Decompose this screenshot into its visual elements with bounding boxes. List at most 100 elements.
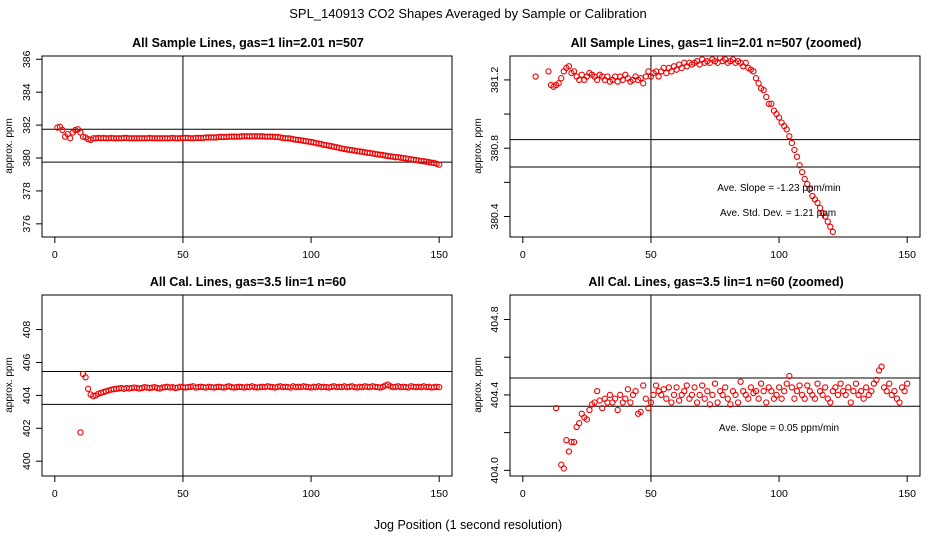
y-tick-label: 386: [21, 50, 33, 68]
y-tick-label: 380: [21, 149, 33, 167]
x-tick-label: 50: [645, 249, 657, 261]
data-point: [896, 399, 903, 406]
data-point: [763, 93, 770, 101]
data-point: [786, 372, 793, 380]
y-tick-label: 404.8: [489, 306, 501, 332]
data-point: [691, 384, 698, 391]
data-point: [436, 161, 443, 168]
reference-lines: [42, 56, 452, 237]
data-point: [760, 388, 767, 395]
data-point: [668, 399, 675, 406]
slope-annotation: Ave. Slope = 0.05 ppm/min: [719, 423, 839, 434]
data-point: [775, 384, 783, 391]
data-point: [578, 71, 585, 78]
data-point: [847, 399, 854, 406]
data-point: [611, 395, 619, 402]
data-point: [593, 388, 601, 395]
data-point: [801, 175, 808, 183]
data-point: [814, 380, 821, 387]
data-point: [747, 384, 755, 391]
data-point: [891, 388, 898, 395]
plot-frame: [509, 55, 921, 238]
y-tick-label: 400: [21, 452, 33, 470]
panel-title: All Sample Lines, gas=1 lin=2.01 n=507 (…: [571, 36, 862, 50]
data-point: [565, 63, 573, 70]
reference-lines: [510, 295, 920, 476]
data-point: [663, 395, 670, 402]
data-point: [655, 73, 662, 80]
data-point: [745, 395, 752, 402]
data-point: [798, 168, 806, 176]
data-point: [793, 153, 801, 160]
y-tick-label: 378: [21, 182, 33, 200]
data-point: [617, 391, 624, 399]
x-tick-label: 0: [520, 249, 526, 261]
y-tick-label: 382: [21, 116, 33, 134]
data-point: [765, 100, 772, 107]
data-point: [801, 395, 808, 402]
data-point: [755, 80, 762, 87]
data-point: [819, 391, 826, 399]
data-point: [433, 383, 440, 390]
data-point: [883, 388, 890, 395]
data-point: [757, 380, 765, 387]
data-point: [640, 382, 647, 389]
data-point: [878, 363, 885, 370]
data-point: [591, 399, 598, 406]
data-point: [793, 388, 801, 395]
data-point: [696, 391, 703, 399]
data-point: [586, 406, 593, 414]
x-tick-label: 0: [52, 249, 58, 261]
y-tick-label: 384: [21, 83, 33, 101]
data-point: [842, 391, 849, 399]
data-point: [904, 380, 911, 387]
data-point: [734, 399, 742, 406]
data-point: [768, 100, 775, 107]
data-point: [788, 139, 796, 147]
data-point: [806, 186, 813, 193]
data-point: [837, 380, 844, 387]
data-point: [604, 73, 611, 80]
data-point: [804, 180, 811, 188]
data-points: [552, 363, 911, 472]
data-point: [614, 78, 621, 85]
data-point: [786, 133, 793, 140]
y-tick-label: 381.2: [489, 67, 501, 93]
data-point: [77, 429, 84, 436]
data-point: [778, 395, 785, 402]
data-point: [699, 382, 706, 389]
reference-lines: [510, 56, 920, 237]
x-tick-label: 150: [430, 249, 448, 261]
y-axis-label: approx. ppm: [4, 118, 15, 174]
data-point: [532, 73, 539, 80]
y-tick-label: 404: [21, 386, 33, 404]
data-point: [558, 75, 565, 82]
data-point: [804, 382, 811, 389]
data-point: [650, 391, 657, 399]
slope-annotation: Ave. Slope = -1.23 ppm/min: [717, 183, 841, 194]
data-point: [832, 384, 839, 391]
data-point: [752, 388, 760, 395]
plot-frame: [41, 55, 453, 238]
data-point: [750, 68, 757, 75]
data-point: [811, 395, 819, 402]
data-point: [663, 69, 670, 77]
data-point: [436, 383, 443, 391]
data-point: [781, 388, 788, 395]
data-point: [760, 87, 767, 94]
data-point: [711, 380, 719, 387]
data-point: [827, 399, 834, 406]
plot-frame: [509, 294, 921, 477]
data-point: [796, 162, 803, 169]
data-point: [852, 380, 860, 387]
data-point: [857, 388, 865, 395]
data-point: [67, 135, 74, 142]
data-point: [773, 391, 780, 399]
data-point: [624, 386, 632, 393]
x-tick-label: 50: [177, 249, 189, 261]
data-point: [816, 204, 824, 212]
data-point: [627, 399, 634, 406]
data-point: [768, 388, 775, 395]
panel-cal-lines: All Cal. Lines, gas=3.5 lin=1 n=60 0 50 10…: [4, 275, 453, 500]
